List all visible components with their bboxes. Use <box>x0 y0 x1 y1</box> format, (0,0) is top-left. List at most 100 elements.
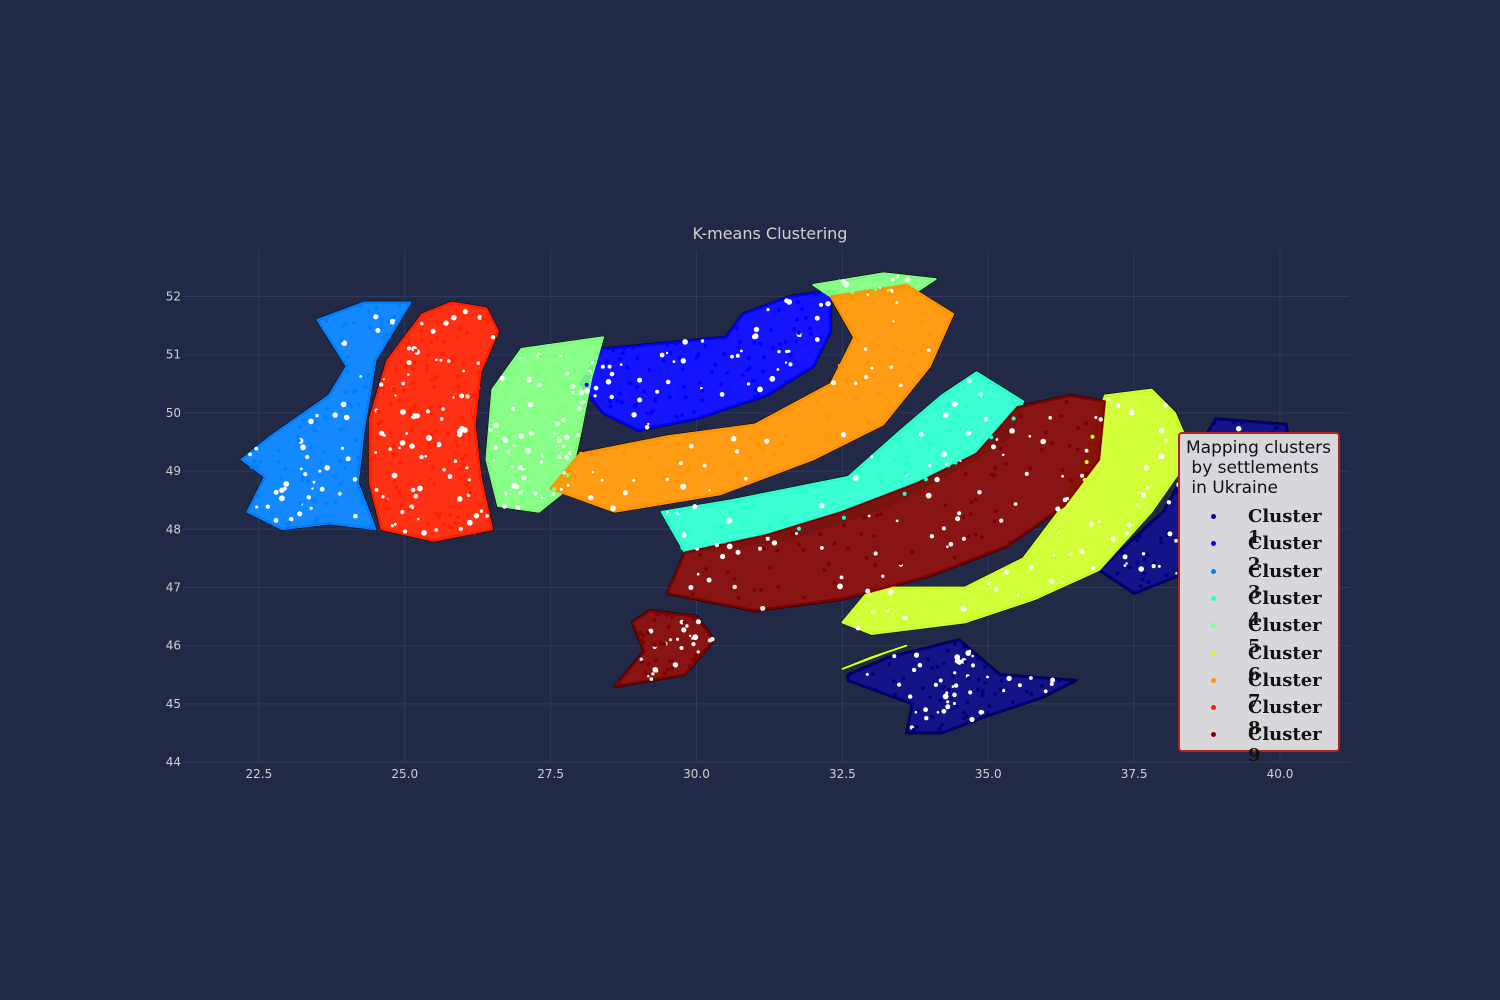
legend-label: Cluster 6 <box>1248 642 1322 685</box>
settlement-point <box>1120 551 1125 556</box>
settlement-point <box>889 482 893 487</box>
settlement-point <box>605 359 610 364</box>
gap-point <box>777 349 781 354</box>
settlement-point <box>713 362 718 367</box>
gap-point <box>577 406 582 411</box>
settlement-point <box>322 449 327 454</box>
settlement-point <box>617 357 622 362</box>
gap-point <box>580 401 584 405</box>
gap-point <box>878 286 882 289</box>
cluster-7-points <box>559 291 932 512</box>
gap-point <box>743 476 748 481</box>
settlement-point <box>558 409 563 413</box>
settlement-point <box>670 666 675 670</box>
settlement-point <box>661 475 666 480</box>
settlement-point <box>376 422 381 426</box>
settlement-point <box>993 509 998 514</box>
settlement-point <box>564 403 569 408</box>
settlement-point <box>734 471 739 476</box>
settlement-point <box>413 405 418 410</box>
settlement-point <box>508 378 513 383</box>
settlement-point <box>535 456 540 461</box>
settlement-point <box>767 524 772 529</box>
settlement-point <box>652 643 657 647</box>
settlement-point <box>662 642 667 646</box>
gap-point <box>818 302 824 307</box>
legend-label: Cluster 7 <box>1248 669 1322 712</box>
legend: Mapping clusters by settlements in Ukrai… <box>1178 432 1340 766</box>
settlement-point <box>803 489 808 494</box>
gap-point <box>607 364 612 369</box>
settlement-point <box>850 290 855 295</box>
legend-label: Cluster 2 <box>1248 533 1322 576</box>
cluster-5-points <box>821 274 919 295</box>
settlement-point <box>891 679 896 684</box>
settlement-point <box>1165 420 1170 424</box>
gap-point <box>854 381 858 385</box>
settlement-point <box>675 478 680 483</box>
gap-point <box>434 528 439 532</box>
settlement-point <box>903 470 908 475</box>
gap-point <box>1098 520 1101 523</box>
settlement-point <box>1004 461 1009 466</box>
settlement-point <box>1212 421 1217 426</box>
settlement-point <box>522 470 527 475</box>
gap-point <box>540 496 544 500</box>
gap-point <box>934 476 940 483</box>
gap-point <box>889 365 893 369</box>
settlement-point <box>410 405 414 410</box>
settlement-point <box>425 353 430 358</box>
settlement-point <box>935 664 940 669</box>
gap-point <box>1137 491 1140 494</box>
gap-point <box>492 458 495 462</box>
gap-point <box>571 391 574 394</box>
settlement-point <box>1140 400 1145 405</box>
settlement-point <box>301 417 306 422</box>
gap-point <box>373 314 379 320</box>
y-tick-label: 47 <box>166 580 181 594</box>
settlement-point <box>838 297 843 301</box>
gap-point <box>400 510 405 514</box>
settlement-point <box>547 354 552 359</box>
gap-point <box>1050 677 1056 683</box>
settlement-point <box>468 490 473 495</box>
settlement-point <box>1151 433 1156 438</box>
settlement-point <box>1142 557 1147 562</box>
settlement-point <box>698 380 703 385</box>
gap-point <box>680 483 687 490</box>
gap-point <box>769 375 776 382</box>
settlement-point <box>565 429 570 434</box>
settlement-point <box>677 356 682 360</box>
gap-point <box>1048 579 1054 584</box>
settlement-point <box>430 377 435 382</box>
legend-marker <box>1211 568 1216 574</box>
gap-point <box>488 428 493 433</box>
gap-point <box>622 490 628 496</box>
settlement-point <box>640 660 645 665</box>
settlement-point <box>404 363 409 368</box>
gap-point <box>765 536 770 541</box>
gap-point <box>933 682 939 688</box>
gap-point <box>557 438 562 444</box>
settlement-point <box>333 501 338 506</box>
gap-point <box>526 376 532 383</box>
settlement-point <box>523 486 528 491</box>
settlement-point <box>385 527 389 532</box>
gap-point <box>866 293 870 296</box>
settlement-point <box>1018 414 1023 419</box>
gap-point <box>936 711 940 714</box>
settlement-point <box>614 445 619 450</box>
gap-point <box>814 337 820 342</box>
gap-point <box>419 454 424 460</box>
settlement-point <box>1012 400 1017 405</box>
settlement-point <box>937 727 941 732</box>
gap-point <box>537 382 542 387</box>
settlement-point <box>1090 490 1095 494</box>
settlement-point <box>499 486 504 491</box>
gap-point <box>413 493 419 499</box>
settlement-point <box>471 414 476 419</box>
gap-point <box>865 672 869 676</box>
settlement-point <box>278 476 283 481</box>
gap-point <box>515 505 521 510</box>
gap-point <box>305 455 310 459</box>
